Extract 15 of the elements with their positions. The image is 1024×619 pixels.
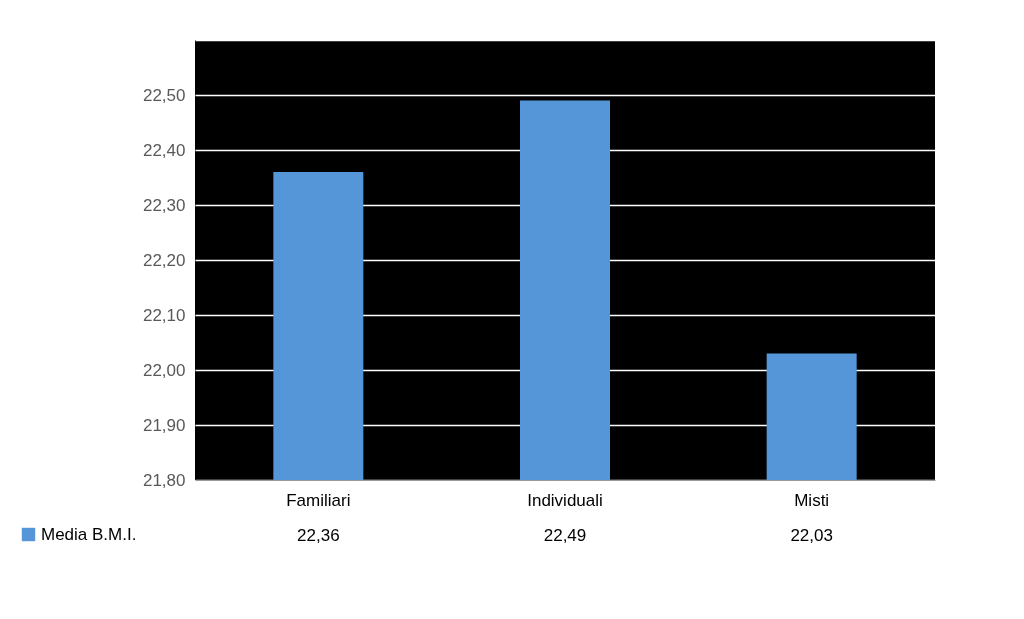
x-tick-label: Misti xyxy=(794,490,830,510)
y-tick-label: 22,20 xyxy=(142,250,186,270)
x-tick-label: Familiari xyxy=(286,490,351,510)
y-tick-label: 22,50 xyxy=(142,85,186,105)
y-tick-label: 22,00 xyxy=(142,360,186,380)
y-tick-label: 21,90 xyxy=(142,415,186,435)
y-tick-label: 22,30 xyxy=(142,195,186,215)
y-tick-label: 22,10 xyxy=(142,305,186,325)
x-tick-label: Individuali xyxy=(527,490,603,510)
text: 22,36 xyxy=(297,526,340,545)
legend-label: Media B.M.I. xyxy=(41,524,137,544)
y-tick-label: 22,40 xyxy=(142,140,186,160)
y-tick-label: 21,80 xyxy=(142,470,186,490)
text: 22,49 xyxy=(543,526,587,545)
text: 22,03 xyxy=(790,526,833,545)
